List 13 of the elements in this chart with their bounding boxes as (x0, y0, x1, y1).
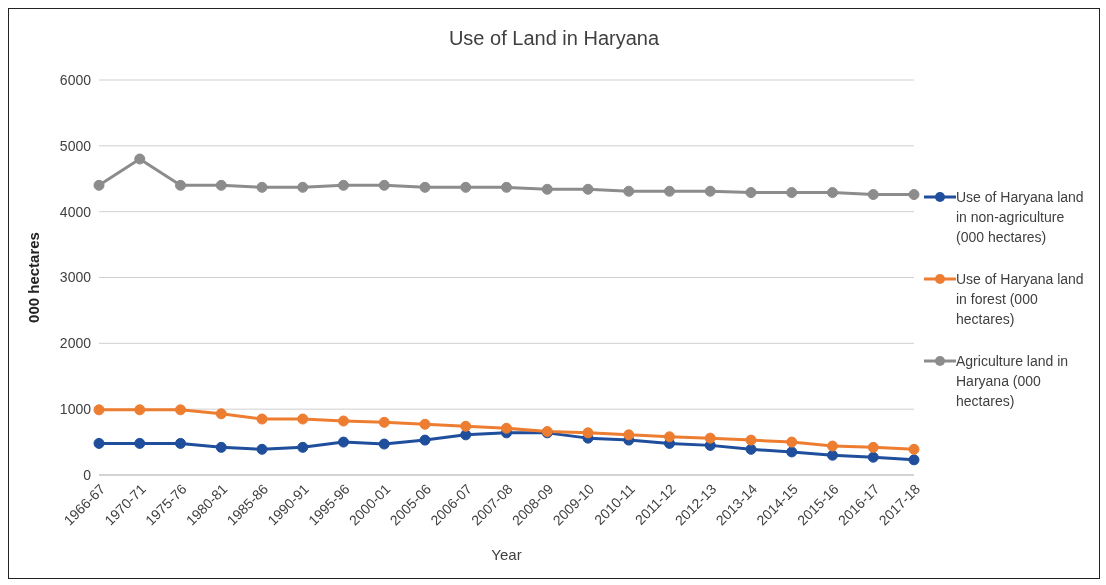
y-tick-label: 2000 (59, 335, 92, 352)
y-tick-label: 5000 (59, 137, 92, 154)
y-tick-label: 4000 (59, 203, 92, 220)
y-tick-label: 3000 (59, 269, 92, 286)
legend-label: Agriculture land in Haryana (000 hectares) (956, 352, 1070, 411)
chart-title: Use of Land in Haryana (447, 27, 661, 50)
legend-label: Use of Haryana land in non-agriculture (000 hectares) (956, 188, 1084, 247)
y-tick-label: 1000 (59, 401, 92, 418)
y-axis-title: 000 hectares (25, 232, 43, 323)
y-tick-label: 6000 (59, 71, 92, 88)
legend-label: Use of Haryana land in forest (000 hectares) (956, 270, 1084, 329)
y-tick-label: 0 (83, 466, 92, 483)
x-axis-title: Year (491, 546, 522, 563)
